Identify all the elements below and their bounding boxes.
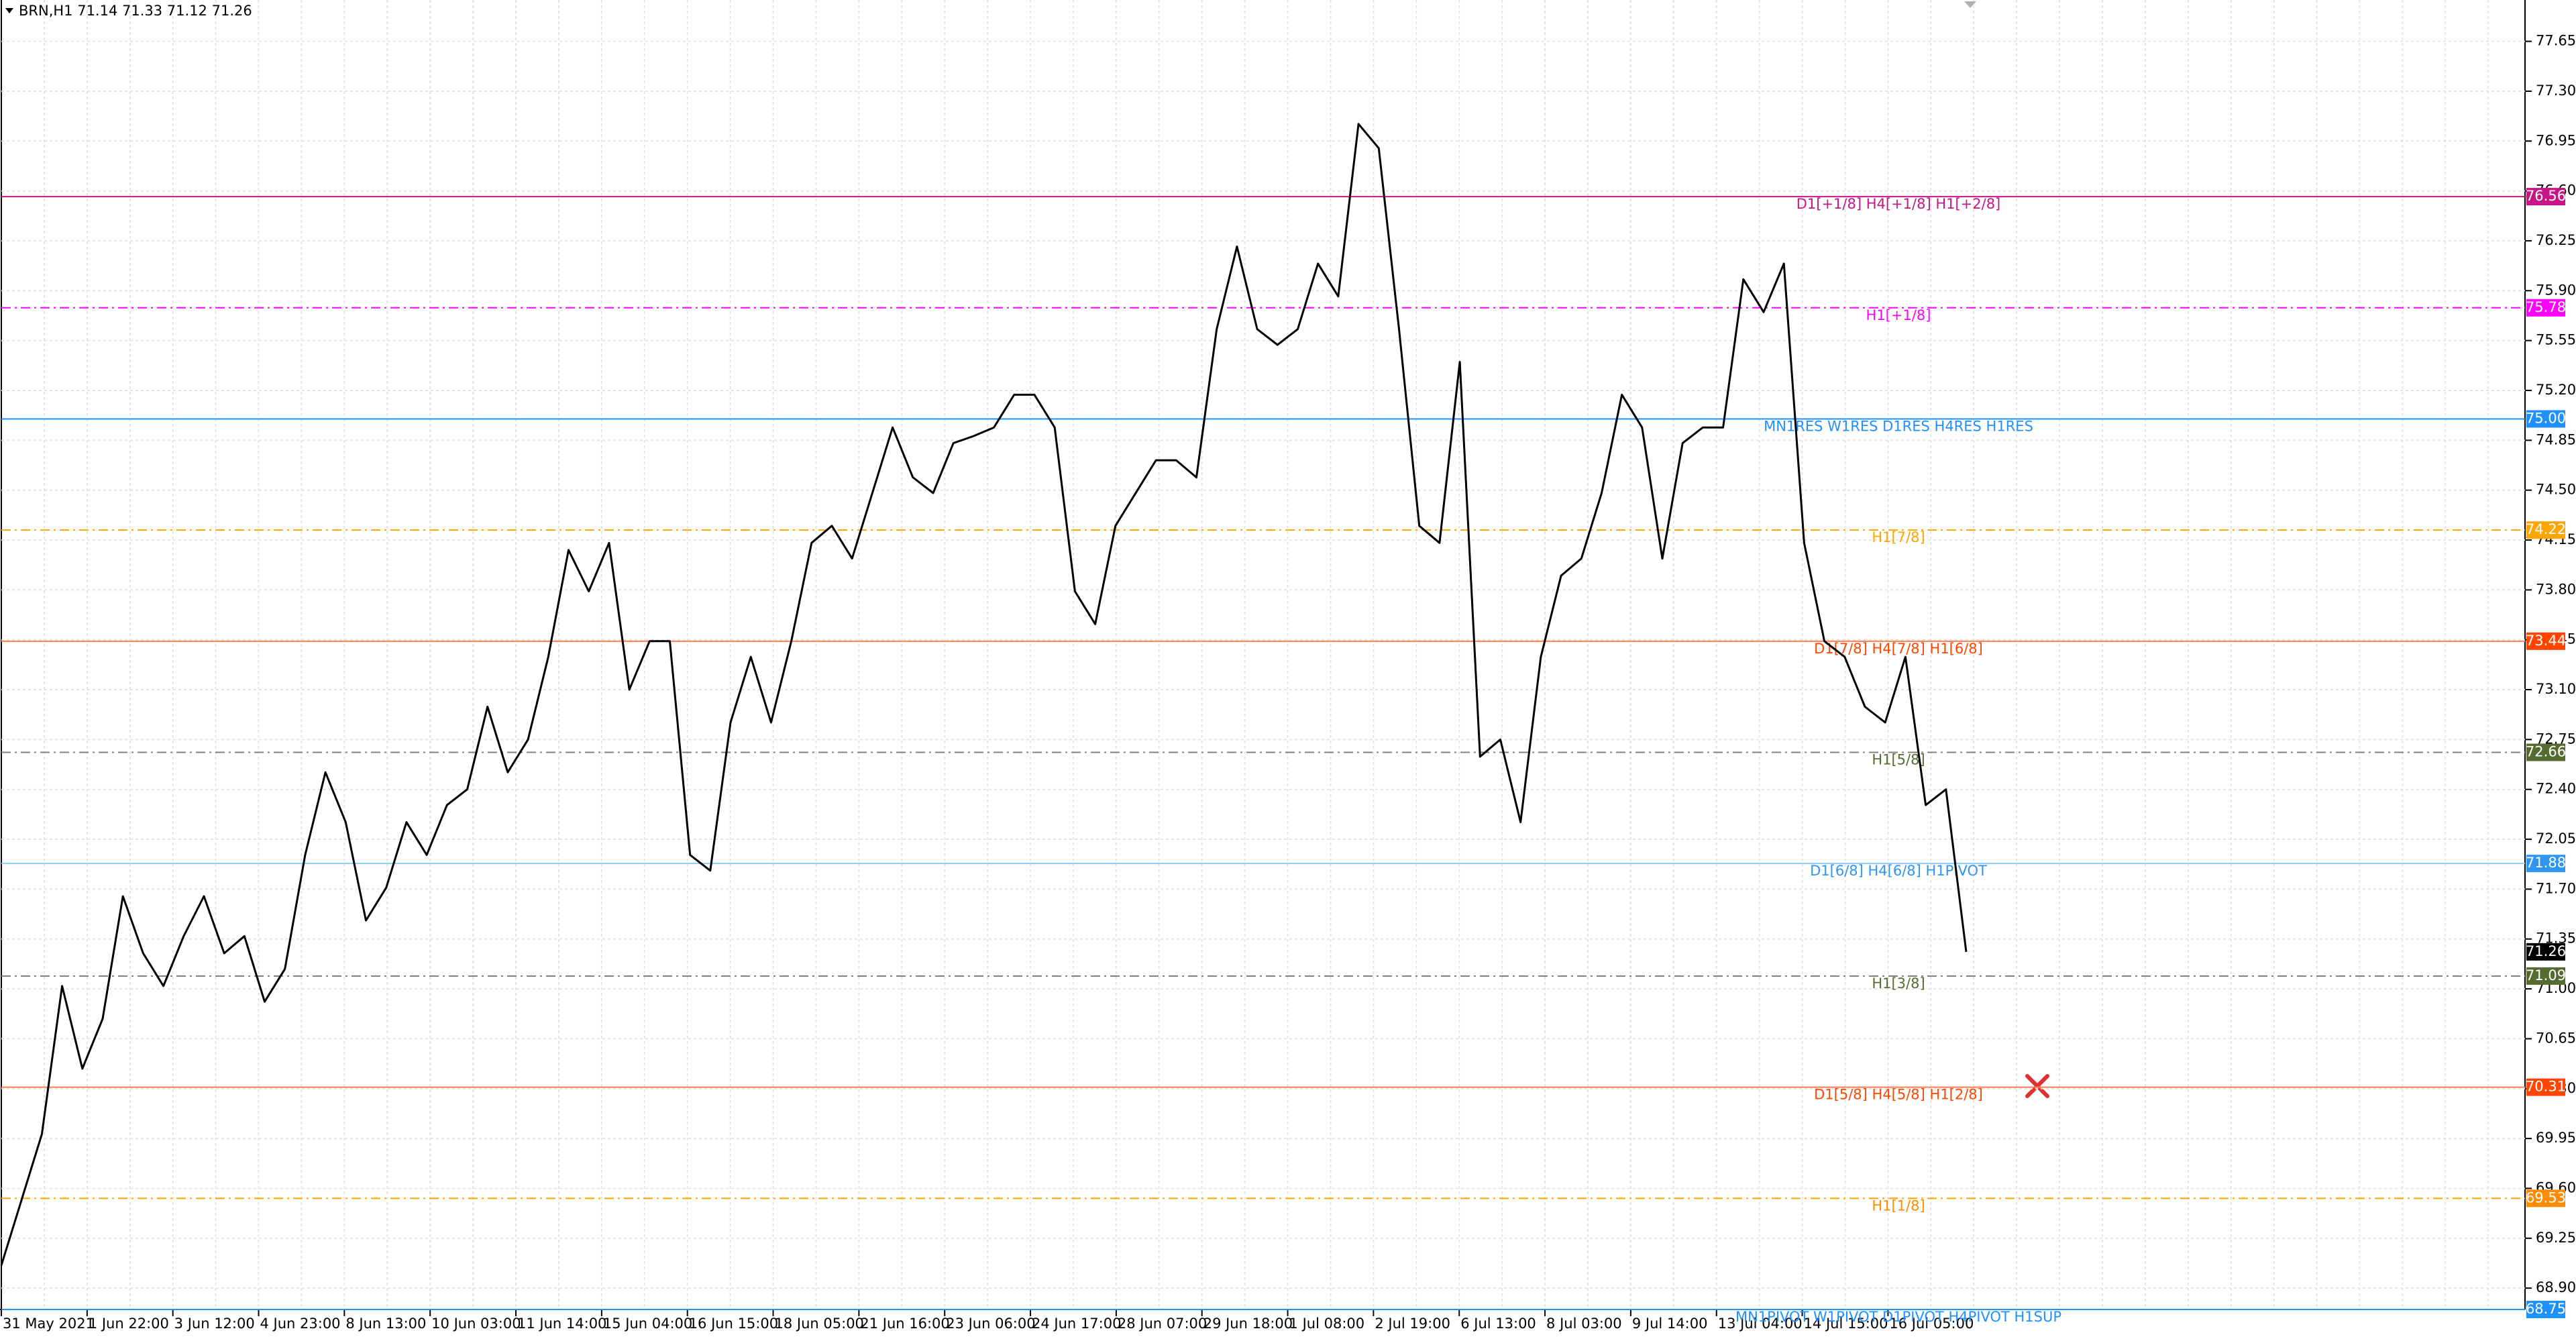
y-tick-label: 69.25 <box>2536 1230 2576 1246</box>
level-price-label: 71.88 <box>2526 855 2566 871</box>
x-tick-label: 18 Jun 05:00 <box>775 1316 864 1332</box>
x-tick-label: 21 Jun 16:00 <box>860 1316 949 1332</box>
level-price-box <box>2526 188 2565 206</box>
level-label: MN1RES W1RES D1RES H4RES H1RES <box>1764 418 2033 434</box>
level-price-label: 74.22 <box>2526 521 2566 537</box>
level-label: H1[7/8] <box>1872 529 1925 545</box>
level-price-box <box>2526 299 2565 317</box>
level-price-box <box>2526 743 2565 761</box>
y-tick-label: 74.85 <box>2536 431 2576 447</box>
y-tick-label: 68.90 <box>2536 1279 2576 1295</box>
y-tick-label: 74.50 <box>2536 482 2576 498</box>
x-tick-label: 10 Jun 03:00 <box>431 1316 521 1332</box>
level-price-box <box>2526 1301 2565 1318</box>
x-tick-label: 3 Jun 12:00 <box>174 1316 255 1332</box>
x-tick-label: 14 Jul 15:00 <box>1804 1316 1888 1332</box>
x-tick-label: 11 Jun 14:00 <box>517 1316 606 1332</box>
x-tick-label: 9 Jul 14:00 <box>1632 1316 1708 1332</box>
menu-icon[interactable] <box>5 8 13 13</box>
level-price-box <box>2526 1078 2565 1096</box>
level-label: D1[+1/8] H4[+1/8] H1[+2/8] <box>1796 196 2001 212</box>
y-tick-label: 72.40 <box>2536 781 2576 797</box>
y-tick-label: 75.55 <box>2536 332 2576 348</box>
x-tick-label: 15 Jun 04:00 <box>603 1316 692 1332</box>
y-tick-label: 70.65 <box>2536 1030 2576 1046</box>
y-tick-label: 77.65 <box>2536 33 2576 49</box>
level-price-label: 68.75 <box>2526 1301 2566 1317</box>
x-tick-label: 2 Jul 19:00 <box>1375 1316 1450 1332</box>
x-tick-label: 23 Jun 06:00 <box>946 1316 1035 1332</box>
y-tick-label: 76.25 <box>2536 232 2576 248</box>
level-price-label: 69.53 <box>2526 1189 2566 1206</box>
symbol-header: BRN,H1 71.14 71.33 71.12 71.26 <box>19 3 252 19</box>
level-price-box <box>2526 967 2565 985</box>
x-tick-label: 13 Jul 04:00 <box>1718 1316 1803 1332</box>
y-tick-label: 77.30 <box>2536 83 2576 99</box>
last-price-label: 71.26 <box>2526 943 2566 959</box>
level-label: D1[5/8] H4[5/8] H1[2/8] <box>1814 1087 1983 1103</box>
level-price-label: 71.09 <box>2526 967 2566 983</box>
y-tick-label: 75.20 <box>2536 382 2576 398</box>
x-tick-label: 29 Jun 18:00 <box>1203 1316 1293 1332</box>
last-price-box <box>2526 943 2565 961</box>
y-tick-label: 69.95 <box>2536 1130 2576 1146</box>
y-tick-label: 72.05 <box>2536 831 2576 847</box>
level-price-label: 76.56 <box>2526 188 2566 204</box>
x-tick-label: 4 Jun 23:00 <box>260 1316 341 1332</box>
x-tick-label: 28 Jun 07:00 <box>1118 1316 1207 1332</box>
level-label: D1[7/8] H4[7/8] H1[6/8] <box>1814 641 1983 657</box>
level-label: H1[1/8] <box>1872 1197 1925 1214</box>
x-tick-label: 1 Jun 22:00 <box>89 1316 169 1332</box>
level-price-box <box>2526 521 2565 539</box>
x-tick-label: 16 Jun 15:00 <box>689 1316 778 1332</box>
x-tick-label: 6 Jul 13:00 <box>1460 1316 1536 1332</box>
shift-marker[interactable] <box>1964 1 1976 8</box>
cross-stroke <box>2025 1074 2049 1098</box>
x-tick-label: 16 Jul 05:00 <box>1889 1316 1974 1332</box>
y-tick-label: 73.10 <box>2536 681 2576 697</box>
level-price-label: 73.44 <box>2526 633 2566 649</box>
x-tick-label: 1 Jul 08:00 <box>1289 1316 1365 1332</box>
y-tick-label: 73.80 <box>2536 581 2576 597</box>
level-price-label: 72.66 <box>2526 743 2566 759</box>
level-price-label: 75.00 <box>2526 410 2566 426</box>
price-line <box>0 123 1968 1266</box>
level-price-box <box>2526 855 2565 873</box>
x-tick-label: 8 Jun 13:00 <box>345 1316 426 1332</box>
level-price-label: 70.31 <box>2526 1079 2566 1095</box>
y-tick-label: 71.70 <box>2536 880 2576 896</box>
level-price-label: 75.78 <box>2526 299 2566 315</box>
level-label: H1[5/8] <box>1872 751 1925 767</box>
level-price-box <box>2526 1189 2565 1208</box>
level-label: H1[3/8] <box>1872 975 1925 992</box>
y-tick-label: 75.90 <box>2536 282 2576 298</box>
cross-icon <box>2025 1074 2049 1098</box>
level-price-box <box>2526 410 2565 428</box>
x-tick-label: 8 Jul 03:00 <box>1546 1316 1622 1332</box>
level-label: D1[6/8] H4[6/8] H1PIVOT <box>1810 863 1987 879</box>
level-price-box <box>2526 632 2565 650</box>
x-tick-label: 24 Jun 17:00 <box>1032 1316 1121 1332</box>
level-label: MN1PIVOT W1PIVOT D1PIVOT H4PIVOT H1SUP <box>1735 1309 2061 1325</box>
level-label: H1[+1/8] <box>1866 307 1931 323</box>
x-tick-label: 31 May 2021 <box>3 1316 95 1332</box>
y-tick-label: 76.95 <box>2536 132 2576 148</box>
